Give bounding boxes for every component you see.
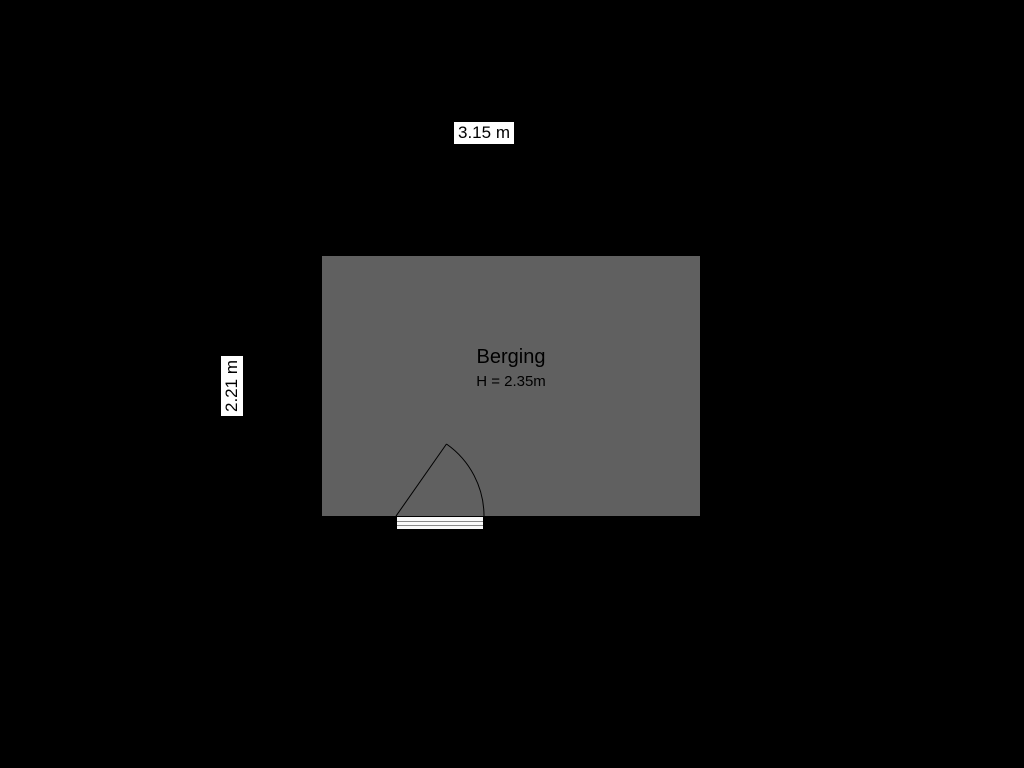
door-swing-icon: [394, 442, 486, 518]
dimension-top: 3.15 m: [454, 122, 514, 144]
room-name: Berging: [312, 346, 710, 369]
room-label: Berging H = 2.35m: [312, 346, 710, 390]
door-threshold: [396, 516, 484, 530]
dimension-left: 2.21 m: [221, 356, 243, 416]
room-height-label: H = 2.35m: [312, 373, 710, 390]
wall-top: [312, 246, 710, 256]
room-berging: Berging H = 2.35m: [312, 246, 710, 526]
wall-bottom: [312, 516, 710, 526]
